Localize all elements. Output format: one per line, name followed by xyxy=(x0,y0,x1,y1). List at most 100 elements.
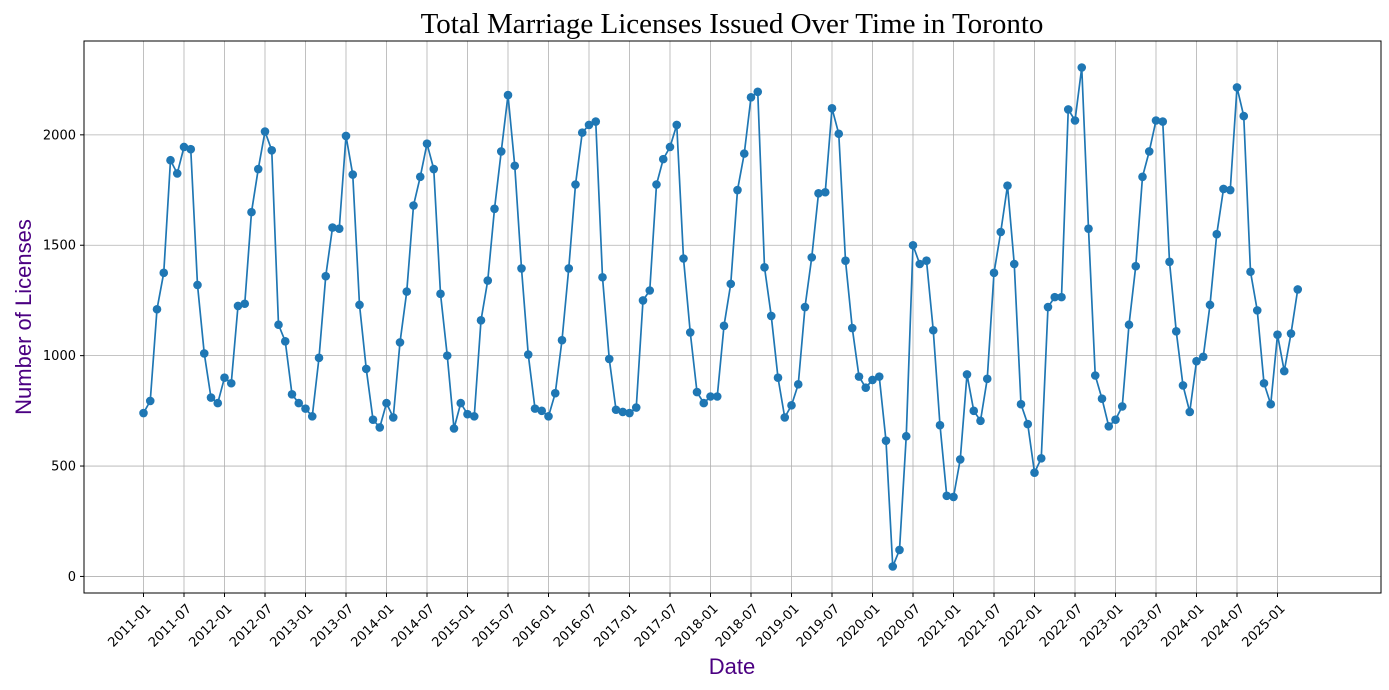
data-point xyxy=(1063,105,1073,114)
data-point xyxy=(530,404,540,413)
data-point xyxy=(976,416,985,426)
data-point xyxy=(733,185,742,195)
data-point xyxy=(274,320,283,330)
data-point xyxy=(503,90,513,100)
x-tick-label: 2015-01 xyxy=(430,601,479,650)
data-point xyxy=(429,164,439,174)
data-point xyxy=(341,131,351,141)
data-point xyxy=(226,378,236,388)
data-point xyxy=(139,408,148,418)
data-point xyxy=(199,349,209,358)
data-point xyxy=(807,253,817,262)
data-point xyxy=(834,129,844,139)
data-point xyxy=(638,296,648,305)
data-point xyxy=(773,373,783,383)
grid-lines xyxy=(84,41,1381,593)
data-point xyxy=(544,412,553,421)
data-point xyxy=(247,207,256,217)
data-point xyxy=(928,325,938,335)
data-point xyxy=(240,299,250,309)
data-point xyxy=(1239,111,1249,121)
x-tick-label: 2024-07 xyxy=(1199,601,1248,650)
data-point xyxy=(193,280,202,290)
data-point xyxy=(1043,302,1053,312)
x-tick-label: 2020-01 xyxy=(835,601,884,650)
data-point xyxy=(564,264,574,273)
x-tick-label: 2011-01 xyxy=(106,601,155,650)
data-point xyxy=(949,492,958,502)
data-point xyxy=(1117,402,1127,411)
data-point xyxy=(307,412,317,421)
data-point xyxy=(820,187,830,197)
data-point xyxy=(1185,407,1195,417)
data-point xyxy=(517,264,526,273)
data-point xyxy=(1286,329,1296,338)
data-point xyxy=(658,154,668,164)
data-point xyxy=(361,364,371,374)
data-point xyxy=(1171,327,1181,336)
x-tick-label: 2012-07 xyxy=(227,601,276,650)
series-line xyxy=(142,67,1299,567)
data-point xyxy=(1151,116,1161,125)
data-point xyxy=(436,289,445,299)
data-point xyxy=(760,263,769,272)
data-point xyxy=(395,338,405,347)
data-point xyxy=(591,117,601,126)
data-point xyxy=(1225,185,1235,195)
x-tick-label: 2020-07 xyxy=(875,601,924,650)
data-point xyxy=(726,279,736,289)
data-point xyxy=(1252,306,1262,315)
data-point xyxy=(368,415,378,424)
data-point xyxy=(1009,259,1019,269)
data-point xyxy=(982,374,992,384)
y-tick-label: 1500 xyxy=(43,239,76,254)
data-point xyxy=(854,372,864,381)
data-point xyxy=(476,316,486,325)
y-tick-label: 0 xyxy=(68,570,76,585)
data-point xyxy=(328,223,337,232)
data-point xyxy=(598,272,607,282)
data-point xyxy=(1259,378,1269,388)
data-point xyxy=(166,155,175,165)
data-point xyxy=(1097,394,1107,404)
data-point xyxy=(233,301,243,311)
x-tick-label: 2016-01 xyxy=(511,601,560,650)
data-point xyxy=(172,169,182,178)
data-point xyxy=(868,375,877,385)
data-point xyxy=(422,139,432,148)
data-point xyxy=(706,392,715,401)
x-tick-label: 2025-01 xyxy=(1240,601,1289,650)
data-point xyxy=(942,491,952,501)
data-point xyxy=(1192,356,1201,366)
data-point xyxy=(1030,468,1039,477)
x-tick-label: 2013-01 xyxy=(268,601,317,650)
data-point xyxy=(1198,352,1208,362)
data-point xyxy=(827,104,837,113)
chart-title: Total Marriage Licenses Issued Over Time… xyxy=(421,8,1044,40)
data-point xyxy=(145,396,155,406)
data-point xyxy=(449,424,459,433)
data-point xyxy=(665,142,675,152)
x-axis: 2011-012011-072012-012012-072013-012013-… xyxy=(106,593,1289,650)
data-point xyxy=(1084,224,1093,233)
data-point xyxy=(213,398,223,408)
data-point xyxy=(1077,63,1087,72)
data-point xyxy=(294,398,304,408)
data-point xyxy=(793,380,803,389)
x-tick-label: 2022-01 xyxy=(997,601,1046,650)
data-point xyxy=(652,180,661,189)
x-tick-label: 2015-07 xyxy=(470,601,519,650)
y-tick-label: 2000 xyxy=(43,128,76,143)
y-tick-label: 500 xyxy=(51,460,76,475)
data-point xyxy=(888,562,898,571)
data-point xyxy=(442,351,452,360)
data-point xyxy=(490,204,499,214)
y-tick-label: 1000 xyxy=(43,349,76,364)
data-point xyxy=(955,455,965,464)
x-tick-label: 2021-01 xyxy=(916,601,965,650)
x-tick-label: 2011-07 xyxy=(146,601,195,650)
data-point xyxy=(766,311,776,321)
data-point xyxy=(915,259,925,269)
data-point xyxy=(415,172,425,182)
data-point xyxy=(348,170,358,179)
